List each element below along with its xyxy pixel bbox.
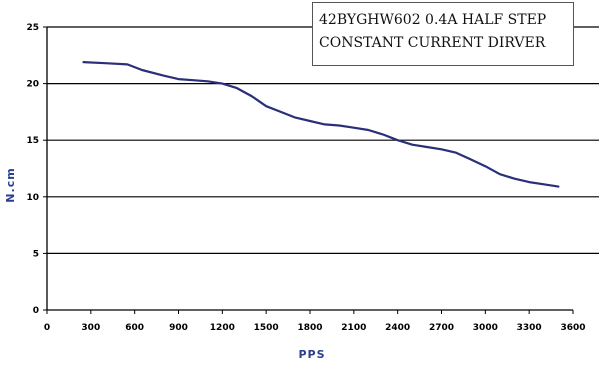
x-axis-title: PPS bbox=[298, 348, 325, 361]
y-axis-title: N.cm bbox=[4, 167, 17, 202]
x-tick-label: 1800 bbox=[297, 323, 322, 333]
x-tick-label: 3300 bbox=[517, 323, 542, 333]
y-tick-label: 15 bbox=[26, 136, 39, 146]
y-tick-label: 10 bbox=[26, 193, 39, 203]
x-tick-label: 300 bbox=[81, 323, 100, 333]
x-tick-label: 2400 bbox=[385, 323, 410, 333]
y-tick-label: 5 bbox=[33, 249, 39, 259]
x-tick-label: 1500 bbox=[254, 323, 279, 333]
caption-box: 42BYGHW602 0.4A HALF STEP CONSTANT CURRE… bbox=[312, 2, 574, 66]
x-tick-label: 600 bbox=[125, 323, 144, 333]
x-tick-label: 1200 bbox=[210, 323, 235, 333]
x-tick-labels: 0 300 600 900 1200 1500 1800 2100 2400 2700 3000 33… bbox=[44, 323, 586, 333]
x-tick-label: 2700 bbox=[429, 323, 454, 333]
caption-line-2: CONSTANT CURRENT DIRVER bbox=[319, 35, 546, 51]
x-tick-label: 3600 bbox=[560, 323, 585, 333]
x-tick-label: 900 bbox=[169, 323, 188, 333]
axes bbox=[43, 26, 574, 314]
y-tick-label: 0 bbox=[33, 306, 39, 316]
y-tick-labels: 0 5 10 15 20 25 bbox=[26, 23, 39, 316]
x-tick-label: 2100 bbox=[341, 323, 366, 333]
series-line bbox=[82, 60, 560, 188]
caption-line-1: 42BYGHW602 0.4A HALF STEP bbox=[319, 12, 547, 28]
y-tick-label: 25 bbox=[26, 23, 39, 33]
x-tick-label: 3000 bbox=[473, 323, 498, 333]
series-layer bbox=[82, 60, 560, 188]
y-tick-label: 20 bbox=[26, 80, 39, 90]
x-tick-label: 0 bbox=[44, 323, 50, 333]
